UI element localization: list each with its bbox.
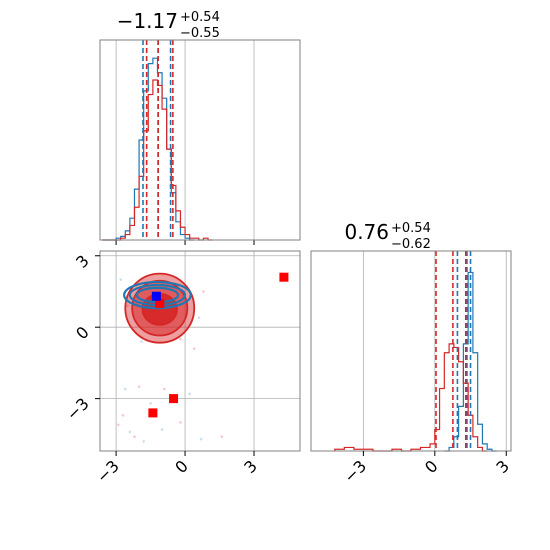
hist2-xtick-label-1: 0	[421, 456, 442, 477]
hist1-title-minus: −0.55	[180, 26, 220, 41]
contour-frame	[99, 250, 301, 452]
hist2-xtick-label-2: 3	[492, 456, 513, 477]
hist1-blue-histogram	[102, 57, 195, 241]
contour-sample-point-9	[137, 385, 141, 389]
hist2-blue-histogram	[444, 271, 497, 452]
contour-sample-point-19	[117, 423, 120, 427]
contour-sample-point-21	[121, 413, 125, 417]
contour-red-marker-3	[155, 298, 165, 308]
contour-sample-point-1	[126, 304, 129, 308]
hist2-red-histogram	[334, 343, 488, 452]
hist1-red-histogram	[102, 79, 213, 241]
contour-red-marker-0	[279, 272, 289, 282]
contour-sample-point-8	[123, 387, 127, 391]
hist1-frame	[99, 39, 301, 241]
contour-sample-point-18	[142, 440, 145, 443]
contour-red-marker-1	[169, 394, 179, 404]
contour-sample-point-16	[199, 437, 203, 441]
hist1-title-value: −1.17	[117, 9, 178, 33]
contour-blue-level-0	[123, 280, 192, 310]
contour-sample-point-10	[149, 402, 152, 405]
hist2-title-minus: −0.62	[391, 237, 431, 252]
contour-xtick-label-0: −3	[93, 456, 123, 486]
contour-sample-point-20	[188, 392, 191, 396]
contour-ytick-label-1: 0	[72, 323, 93, 344]
hist2-title-value: 0.76	[344, 220, 389, 244]
contour-sample-point-14	[160, 428, 164, 431]
contour-sample-point-11	[163, 387, 166, 391]
contour-xtick-label-1: 0	[171, 456, 192, 477]
contour-sample-point-6	[140, 340, 143, 343]
contour-xtick-label-2: 3	[240, 456, 261, 477]
contour-sample-point-7	[192, 347, 196, 350]
contour-sample-point-2	[197, 316, 201, 319]
hist1-title-plus: +0.54	[180, 10, 220, 25]
hist2-frame	[310, 250, 512, 452]
contour-sample-point-4	[119, 278, 122, 281]
hist2-title-plus: +0.54	[391, 221, 431, 236]
contour-sample-point-5	[179, 337, 182, 341]
hist2-xtick-label-0: −3	[340, 456, 370, 486]
contour-sample-point-15	[179, 421, 182, 424]
contour-red-marker-2	[148, 408, 158, 418]
contour-blue-marker-0	[151, 291, 161, 301]
contour-ytick-label-0: −3	[63, 394, 93, 424]
contour-sample-point-3	[202, 290, 205, 293]
contour-sample-point-17	[220, 435, 224, 439]
contour-ytick-label-2: 3	[72, 251, 93, 272]
contour-sample-point-12	[128, 430, 132, 434]
contour-sample-point-13	[133, 435, 136, 439]
